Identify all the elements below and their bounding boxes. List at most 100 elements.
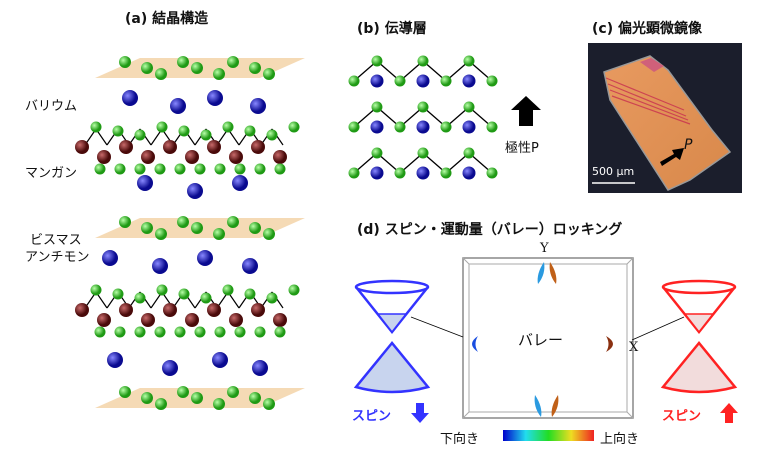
pnictogen-atom <box>155 68 167 80</box>
barium-atom <box>232 175 248 191</box>
pnictogen-atom <box>227 56 239 68</box>
barium-atom <box>252 360 268 376</box>
label-bismuth: ビスマス <box>30 233 82 248</box>
pnictogen-atom <box>191 62 203 74</box>
manganese-atom <box>163 140 177 154</box>
pnictogen-atom <box>371 147 383 159</box>
valley-top-right <box>549 262 557 284</box>
pnictogen-atom <box>463 55 475 67</box>
pnictogen-atom <box>486 75 498 87</box>
axis-y: Y <box>540 241 549 256</box>
spin-up-arrow <box>720 403 738 423</box>
colorbar-high-label: 上向き <box>600 432 640 447</box>
pnictogen-atom <box>119 386 131 398</box>
pnictogen-atom <box>348 167 360 179</box>
pnictogen-atom <box>200 292 212 304</box>
pnictogen-atom <box>417 147 429 159</box>
barium-atom <box>462 166 476 180</box>
manganese-atom <box>75 140 89 154</box>
pnictogen-atom <box>440 167 452 179</box>
pnictogen-atom <box>213 228 225 240</box>
pnictogen-atom <box>348 75 360 87</box>
pnictogen-atom <box>288 121 300 133</box>
barium-atom <box>197 250 213 266</box>
pnictogen-atom <box>114 163 126 175</box>
pnictogen-atom <box>222 121 234 133</box>
axis-x: X <box>629 340 639 355</box>
pnictogen-atom <box>119 56 131 68</box>
manganese-atom <box>97 313 111 327</box>
pnictogen-atom <box>213 68 225 80</box>
pnictogen-atom <box>486 121 498 133</box>
polarity-label: 極性P <box>505 141 539 156</box>
pnictogen-atom <box>227 386 239 398</box>
pnictogen-atom <box>249 222 261 234</box>
polarized-micrograph <box>588 43 742 193</box>
panel-c-title: (c) 偏光顕微鏡像 <box>592 21 702 37</box>
micrograph-p-label: P <box>684 137 693 153</box>
pnictogen-atom <box>200 129 212 141</box>
pnictogen-atom <box>154 326 166 338</box>
pnictogen-atom <box>440 121 452 133</box>
manganese-atom <box>251 303 265 317</box>
pnictogen-atom <box>114 326 126 338</box>
spin-down-cone <box>353 279 431 394</box>
barium-atom <box>207 90 223 106</box>
barium-atom <box>170 98 186 114</box>
valley-bottom-right <box>551 395 559 417</box>
pnictogen-atom <box>155 398 167 410</box>
pnictogen-atom <box>194 163 206 175</box>
pnictogen-atom <box>371 101 383 113</box>
spin-valley-diagram <box>353 257 738 441</box>
pnictogen-atom <box>234 326 246 338</box>
pnictogen-atom <box>288 284 300 296</box>
pnictogen-atom <box>234 163 246 175</box>
spin-down-label: スピン <box>352 409 392 424</box>
pnictogen-atom <box>254 163 266 175</box>
manganese-atom <box>141 313 155 327</box>
pnictogen-atom <box>134 326 146 338</box>
label-antimony: アンチモン <box>25 250 90 265</box>
manganese-atom <box>141 150 155 164</box>
pnictogen-atom <box>227 216 239 228</box>
barium-atom <box>462 74 476 88</box>
manganese-atom <box>273 313 287 327</box>
barium-atom <box>242 258 258 274</box>
manganese-atom <box>97 150 111 164</box>
pnictogen-atom <box>274 163 286 175</box>
barium-atom <box>122 90 138 106</box>
polarity-arrow <box>511 96 541 126</box>
pnictogen-atom <box>141 392 153 404</box>
barium-atom <box>416 120 430 134</box>
pnictogen-atom <box>112 125 124 137</box>
pnictogen-atom <box>134 292 146 304</box>
pnictogen-atom <box>463 101 475 113</box>
barium-atom <box>137 175 153 191</box>
pnictogen-atom <box>94 163 106 175</box>
pnictogen-atom <box>274 326 286 338</box>
pnictogen-atom <box>90 284 102 296</box>
pnictogen-atom <box>394 167 406 179</box>
barium-atom <box>102 250 118 266</box>
panel-a-title: (a) 結晶構造 <box>125 11 209 27</box>
pnictogen-atom <box>119 216 131 228</box>
valley-right <box>606 336 613 352</box>
pnictogen-atom <box>134 129 146 141</box>
barium-atom <box>187 183 203 199</box>
barium-atom <box>462 120 476 134</box>
pnictogen-atom <box>249 62 261 74</box>
barium-atom <box>162 360 178 376</box>
pnictogen-atom <box>178 125 190 137</box>
pnictogen-atom <box>174 326 186 338</box>
manganese-atom <box>251 140 265 154</box>
spin-up-label: スピン <box>662 409 702 424</box>
colorbar <box>503 430 594 441</box>
pnictogen-atom <box>156 284 168 296</box>
valley-left <box>472 336 478 352</box>
pnictogen-atom <box>263 68 275 80</box>
manganese-atom <box>119 303 133 317</box>
pnictogen-atom <box>417 55 429 67</box>
pnictogen-atom <box>244 125 256 137</box>
manganese-atom <box>273 150 287 164</box>
